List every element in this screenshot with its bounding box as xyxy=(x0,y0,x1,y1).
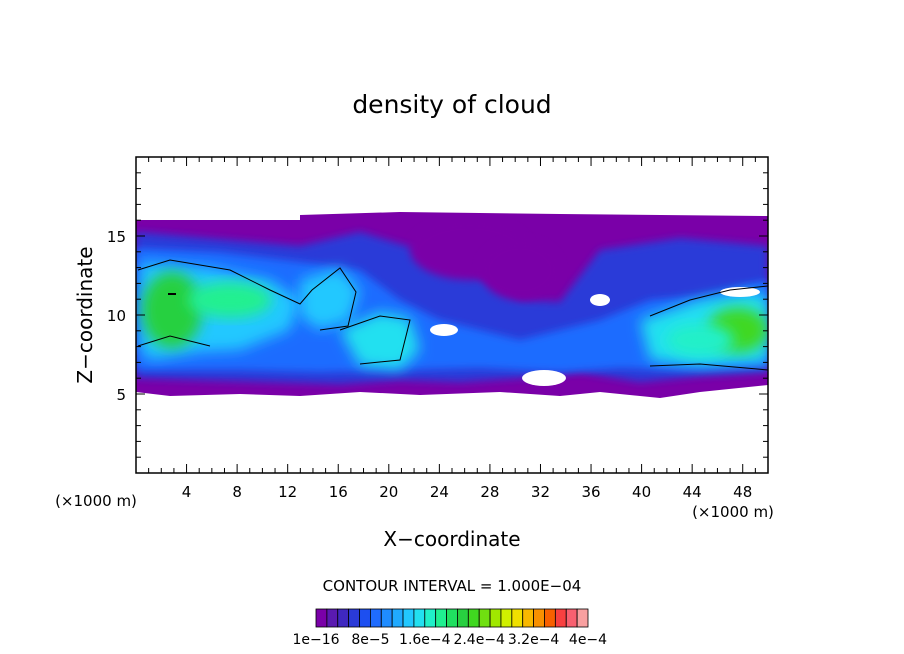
colorbar-swatch xyxy=(478,608,491,628)
colorbar-swatch xyxy=(467,608,480,628)
y-axis: 5 10 15 xyxy=(107,172,768,458)
colorbar-swatch xyxy=(315,608,328,628)
colorbar-swatch xyxy=(326,608,339,628)
colorbar-labels: 1e−16 8e−5 1.6e−4 2.4e−4 3.2e−4 4e−4 xyxy=(292,632,607,648)
colorbar-swatch xyxy=(337,608,350,628)
colorbar-swatch xyxy=(554,608,567,628)
colorbar-swatch xyxy=(544,608,556,628)
colorbar-swatch xyxy=(446,608,458,628)
x-tick-label: 40 xyxy=(632,483,651,501)
x-tick-label: 28 xyxy=(480,483,499,501)
cloud-field xyxy=(136,212,768,398)
colorbar-swatch xyxy=(533,608,545,628)
x-tick-label: 16 xyxy=(329,483,348,501)
colorbar-swatch xyxy=(413,608,426,628)
x-tick-label: 12 xyxy=(278,483,297,501)
x-tick-label: 4 xyxy=(182,483,192,501)
colorbar-swatch xyxy=(576,608,589,628)
colorbar-swatch xyxy=(522,608,534,628)
colorbar-swatch xyxy=(565,608,578,628)
colorbar-label: 4e−4 xyxy=(569,632,607,648)
colorbar-label: 3.2e−4 xyxy=(508,632,560,648)
x-tick-label: 20 xyxy=(379,483,398,501)
y-tick-label: 10 xyxy=(107,307,126,325)
colorbar-label: 1.6e−4 xyxy=(399,632,451,648)
x-tick-label: 44 xyxy=(683,483,702,501)
x-tick-label: 48 xyxy=(733,483,752,501)
colorbar-swatch xyxy=(348,608,360,628)
x-tick-label: 8 xyxy=(232,483,242,501)
x-tick-label: 24 xyxy=(430,483,449,501)
x-axis: 4 8 12 16 20 24 28 32 36 40 44 48 xyxy=(148,157,756,501)
y-axis-label: Z−coordinate xyxy=(73,246,97,383)
chart-title: density of cloud xyxy=(352,90,551,119)
colorbar xyxy=(315,608,589,628)
y-tick-label: 15 xyxy=(107,228,126,246)
contour-interval-text: CONTOUR INTERVAL = 1.000E−04 xyxy=(323,577,582,595)
x-tick-label: 36 xyxy=(581,483,600,501)
colorbar-swatch xyxy=(391,608,404,628)
colorbar-label: 8e−5 xyxy=(351,632,389,648)
colorbar-label: 1e−16 xyxy=(292,632,339,648)
colorbar-swatch xyxy=(402,608,415,628)
colorbar-swatch xyxy=(511,608,524,628)
x-unit-right: (×1000 m) xyxy=(692,503,774,521)
colorbar-swatch xyxy=(500,608,513,628)
colorbar-swatch xyxy=(380,608,393,628)
colorbar-swatch xyxy=(457,608,469,628)
y-tick-label: 5 xyxy=(116,386,126,404)
colorbar-label: 2.4e−4 xyxy=(453,632,505,648)
x-tick-label: 32 xyxy=(531,483,550,501)
colorbar-swatch xyxy=(435,608,447,628)
colorbar-swatch xyxy=(369,608,382,628)
x-axis-label: X−coordinate xyxy=(383,527,520,551)
x-unit-left: (×1000 m) xyxy=(55,492,137,510)
colorbar-swatch xyxy=(359,608,371,628)
colorbar-swatch xyxy=(424,608,437,628)
colorbar-swatch xyxy=(489,608,502,628)
